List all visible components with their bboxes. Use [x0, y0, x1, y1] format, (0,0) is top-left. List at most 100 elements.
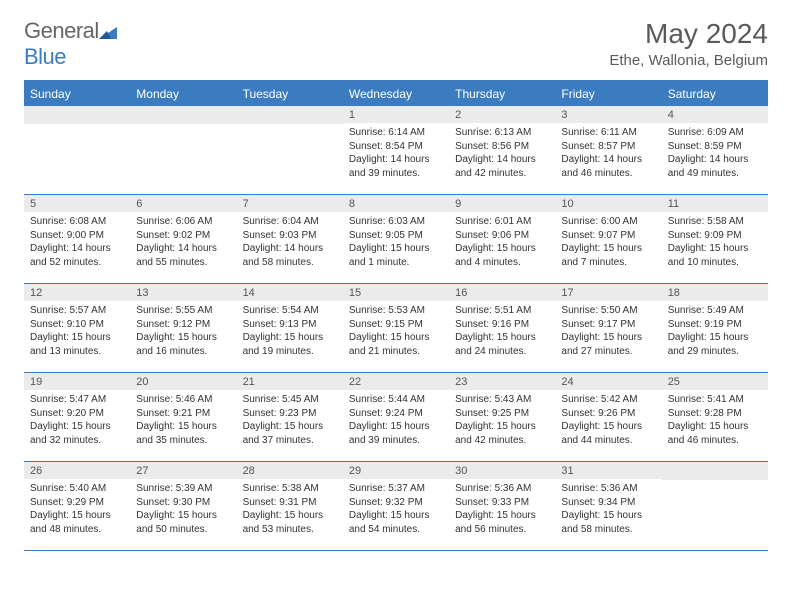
week-row: 19Sunrise: 5:47 AMSunset: 9:20 PMDayligh…: [24, 373, 768, 462]
day-number: 4: [662, 106, 768, 123]
day-cell: 18Sunrise: 5:49 AMSunset: 9:19 PMDayligh…: [662, 284, 768, 372]
sunset-text: Sunset: 8:57 PM: [561, 140, 655, 154]
day-cell: 25Sunrise: 5:41 AMSunset: 9:28 PMDayligh…: [662, 373, 768, 461]
sunrise-text: Sunrise: 5:51 AM: [455, 304, 549, 318]
daylight-text: Daylight: 14 hours and 39 minutes.: [349, 153, 443, 180]
day-cell: 14Sunrise: 5:54 AMSunset: 9:13 PMDayligh…: [237, 284, 343, 372]
day-content: Sunrise: 6:14 AMSunset: 8:54 PMDaylight:…: [343, 123, 449, 184]
daylight-text: Daylight: 15 hours and 48 minutes.: [30, 509, 124, 536]
day-content: Sunrise: 5:53 AMSunset: 9:15 PMDaylight:…: [343, 301, 449, 362]
day-content: Sunrise: 5:58 AMSunset: 9:09 PMDaylight:…: [662, 212, 768, 273]
sunrise-text: Sunrise: 5:58 AM: [668, 215, 762, 229]
day-content: Sunrise: 6:03 AMSunset: 9:05 PMDaylight:…: [343, 212, 449, 273]
sunrise-text: Sunrise: 5:39 AM: [136, 482, 230, 496]
daylight-text: Daylight: 15 hours and 32 minutes.: [30, 420, 124, 447]
day-content: Sunrise: 5:40 AMSunset: 9:29 PMDaylight:…: [24, 479, 130, 540]
day-cell: 1Sunrise: 6:14 AMSunset: 8:54 PMDaylight…: [343, 106, 449, 194]
sunrise-text: Sunrise: 5:43 AM: [455, 393, 549, 407]
day-cell: 19Sunrise: 5:47 AMSunset: 9:20 PMDayligh…: [24, 373, 130, 461]
day-cell: 9Sunrise: 6:01 AMSunset: 9:06 PMDaylight…: [449, 195, 555, 283]
week-row: 26Sunrise: 5:40 AMSunset: 9:29 PMDayligh…: [24, 462, 768, 551]
day-number: 28: [237, 462, 343, 479]
sunrise-text: Sunrise: 6:14 AM: [349, 126, 443, 140]
sunrise-text: Sunrise: 5:38 AM: [243, 482, 337, 496]
day-cell-empty: [237, 106, 343, 194]
sunset-text: Sunset: 9:30 PM: [136, 496, 230, 510]
day-content: [237, 124, 343, 184]
day-cell: 4Sunrise: 6:09 AMSunset: 8:59 PMDaylight…: [662, 106, 768, 194]
day-number: 23: [449, 373, 555, 390]
sunrise-text: Sunrise: 6:06 AM: [136, 215, 230, 229]
day-cell: 28Sunrise: 5:38 AMSunset: 9:31 PMDayligh…: [237, 462, 343, 550]
logo-text-blue: Blue: [24, 44, 66, 69]
day-cell: 20Sunrise: 5:46 AMSunset: 9:21 PMDayligh…: [130, 373, 236, 461]
sunset-text: Sunset: 9:23 PM: [243, 407, 337, 421]
sunrise-text: Sunrise: 5:49 AM: [668, 304, 762, 318]
day-number: 20: [130, 373, 236, 390]
day-number: [130, 106, 236, 124]
day-content: Sunrise: 5:45 AMSunset: 9:23 PMDaylight:…: [237, 390, 343, 451]
sunset-text: Sunset: 8:54 PM: [349, 140, 443, 154]
daylight-text: Daylight: 15 hours and 37 minutes.: [243, 420, 337, 447]
day-cell: 30Sunrise: 5:36 AMSunset: 9:33 PMDayligh…: [449, 462, 555, 550]
sunset-text: Sunset: 9:26 PM: [561, 407, 655, 421]
day-number: 8: [343, 195, 449, 212]
day-content: Sunrise: 5:39 AMSunset: 9:30 PMDaylight:…: [130, 479, 236, 540]
weekday-header: Monday: [130, 82, 236, 106]
daylight-text: Daylight: 15 hours and 16 minutes.: [136, 331, 230, 358]
day-cell: 2Sunrise: 6:13 AMSunset: 8:56 PMDaylight…: [449, 106, 555, 194]
day-cell-empty: [662, 462, 768, 550]
day-cell: 15Sunrise: 5:53 AMSunset: 9:15 PMDayligh…: [343, 284, 449, 372]
sunset-text: Sunset: 9:19 PM: [668, 318, 762, 332]
sunrise-text: Sunrise: 5:41 AM: [668, 393, 762, 407]
sunrise-text: Sunrise: 5:53 AM: [349, 304, 443, 318]
daylight-text: Daylight: 15 hours and 56 minutes.: [455, 509, 549, 536]
weekday-header: Wednesday: [343, 82, 449, 106]
daylight-text: Daylight: 15 hours and 53 minutes.: [243, 509, 337, 536]
day-number: 9: [449, 195, 555, 212]
weekday-header: Tuesday: [237, 82, 343, 106]
day-number: 6: [130, 195, 236, 212]
day-cell: 6Sunrise: 6:06 AMSunset: 9:02 PMDaylight…: [130, 195, 236, 283]
day-content: [662, 480, 768, 540]
sunset-text: Sunset: 9:05 PM: [349, 229, 443, 243]
sunrise-text: Sunrise: 5:37 AM: [349, 482, 443, 496]
daylight-text: Daylight: 15 hours and 4 minutes.: [455, 242, 549, 269]
day-content: Sunrise: 5:42 AMSunset: 9:26 PMDaylight:…: [555, 390, 661, 451]
day-content: Sunrise: 5:55 AMSunset: 9:12 PMDaylight:…: [130, 301, 236, 362]
day-content: Sunrise: 5:43 AMSunset: 9:25 PMDaylight:…: [449, 390, 555, 451]
sunrise-text: Sunrise: 5:46 AM: [136, 393, 230, 407]
day-number: 16: [449, 284, 555, 301]
sunrise-text: Sunrise: 5:42 AM: [561, 393, 655, 407]
weeks-container: 1Sunrise: 6:14 AMSunset: 8:54 PMDaylight…: [24, 106, 768, 551]
sunrise-text: Sunrise: 6:11 AM: [561, 126, 655, 140]
day-content: Sunrise: 6:00 AMSunset: 9:07 PMDaylight:…: [555, 212, 661, 273]
day-number: 21: [237, 373, 343, 390]
daylight-text: Daylight: 15 hours and 50 minutes.: [136, 509, 230, 536]
day-cell: 5Sunrise: 6:08 AMSunset: 9:00 PMDaylight…: [24, 195, 130, 283]
day-content: Sunrise: 6:09 AMSunset: 8:59 PMDaylight:…: [662, 123, 768, 184]
day-content: Sunrise: 6:08 AMSunset: 9:00 PMDaylight:…: [24, 212, 130, 273]
sunset-text: Sunset: 9:20 PM: [30, 407, 124, 421]
day-cell: 7Sunrise: 6:04 AMSunset: 9:03 PMDaylight…: [237, 195, 343, 283]
sunset-text: Sunset: 8:56 PM: [455, 140, 549, 154]
calendar-grid: SundayMondayTuesdayWednesdayThursdayFrid…: [24, 80, 768, 551]
day-number: 22: [343, 373, 449, 390]
day-cell: 29Sunrise: 5:37 AMSunset: 9:32 PMDayligh…: [343, 462, 449, 550]
day-number: [662, 462, 768, 480]
day-number: 2: [449, 106, 555, 123]
day-number: 29: [343, 462, 449, 479]
sunrise-text: Sunrise: 5:36 AM: [455, 482, 549, 496]
day-number: 31: [555, 462, 661, 479]
day-content: Sunrise: 5:47 AMSunset: 9:20 PMDaylight:…: [24, 390, 130, 451]
day-cell: 10Sunrise: 6:00 AMSunset: 9:07 PMDayligh…: [555, 195, 661, 283]
sunset-text: Sunset: 9:09 PM: [668, 229, 762, 243]
calendar-page: General Blue May 2024 Ethe, Wallonia, Be…: [0, 0, 792, 569]
daylight-text: Daylight: 15 hours and 46 minutes.: [668, 420, 762, 447]
daylight-text: Daylight: 15 hours and 29 minutes.: [668, 331, 762, 358]
sunset-text: Sunset: 8:59 PM: [668, 140, 762, 154]
sunrise-text: Sunrise: 5:36 AM: [561, 482, 655, 496]
day-number: 19: [24, 373, 130, 390]
sunrise-text: Sunrise: 6:00 AM: [561, 215, 655, 229]
month-title: May 2024: [609, 18, 768, 50]
